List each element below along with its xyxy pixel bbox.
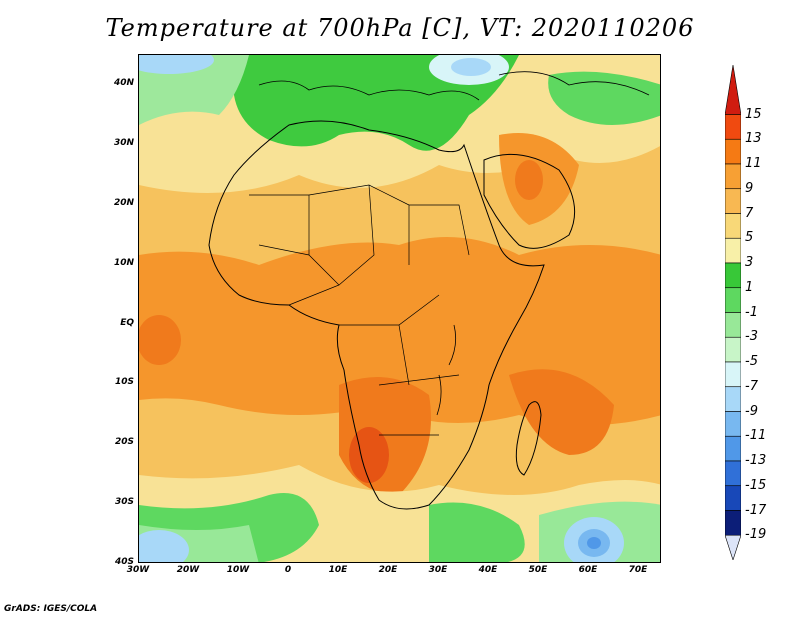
lat-tick-label: 30S [114, 497, 134, 508]
colorbar-label: -11 [745, 428, 767, 444]
lon-tick-label: 50E [528, 565, 548, 575]
footer-credit: GrADS: IGES/COLA [4, 604, 98, 614]
lon-tick-label: 70E [628, 565, 648, 575]
colorbar-swatch [724, 361, 742, 388]
lon-tick-label: 30W [126, 565, 150, 575]
africa-coastline [208, 120, 545, 510]
lon-tick-label: 40E [478, 565, 498, 575]
field-cold-southern-ocean-center [587, 537, 601, 549]
lat-tick-label: 40S [114, 557, 134, 567]
colorbar-swatch [724, 287, 742, 313]
colorbar-label: -7 [745, 378, 758, 394]
field-cold-southwest [139, 530, 189, 562]
colorbar-swatch [724, 312, 742, 338]
field-cold-black-sea-core [451, 58, 491, 76]
colorbar-swatch [724, 485, 742, 511]
colorbar-label: 15 [745, 106, 762, 122]
colorbar-swatch [724, 138, 742, 165]
field-cold-northwest [139, 55, 214, 74]
europe-coastline [258, 71, 650, 101]
lon-tick-label: 10E [328, 565, 348, 575]
colorbar-swatch [724, 435, 742, 462]
colorbar-swatch [724, 114, 742, 140]
colorbar-label: -3 [745, 329, 758, 345]
field-atlantic-warm [139, 315, 181, 365]
arabia-coastline [483, 153, 576, 249]
colorbar-label: 5 [745, 230, 754, 246]
colorbar-label: 11 [745, 156, 762, 171]
map-title: Temperature at 700hPa [C], VT: 202011020… [105, 14, 695, 42]
lon-tick-label: 0 [284, 565, 292, 575]
colorbar-label: 13 [745, 131, 762, 147]
field-green-east [548, 71, 660, 125]
lon-tick-label: 20W [176, 565, 200, 575]
lat-tick-label: 10N [113, 257, 134, 268]
colorbar-swatch [724, 163, 742, 190]
colorbar-label: -1 [745, 304, 758, 320]
field-arabia-hot [515, 160, 543, 200]
colorbar-swatch [724, 460, 742, 487]
colorbar-label: -19 [745, 527, 767, 543]
colorbar-label: -5 [745, 354, 758, 369]
lat-tick-label: EQ [120, 317, 134, 328]
colorbar-swatch [724, 411, 742, 437]
field-indian-ocean-warm [509, 369, 614, 455]
colorbar-swatch [724, 213, 742, 239]
field-green-south-east [429, 502, 525, 562]
lat-tick-label: 10S [114, 377, 134, 388]
colorbar-label: 9 [745, 180, 754, 196]
lat-tick-label: 20S [114, 437, 134, 448]
colorbar-swatch [724, 534, 742, 561]
colorbar-swatch [724, 386, 742, 412]
lon-tick-label: 30E [428, 565, 448, 575]
lon-tick-label: 60E [578, 565, 598, 575]
lat-tick-label: 30N [113, 137, 134, 148]
colorbar-label: -17 [745, 502, 767, 518]
madagascar-coastline [515, 401, 542, 476]
colorbar-label: 1 [745, 279, 754, 295]
colorbar-label: 3 [745, 255, 754, 270]
temperature-map [138, 54, 661, 563]
colorbar-swatch [724, 64, 742, 115]
colorbar-label: -15 [745, 477, 767, 493]
lon-tick-label: 20E [378, 565, 398, 575]
lon-tick-label: 10W [226, 565, 250, 575]
colorbar-swatches [724, 64, 742, 561]
field-southern-africa-hot [349, 427, 389, 483]
lat-tick-label: 20N [113, 197, 134, 208]
colorbar-swatch [724, 188, 742, 214]
colorbar-swatch [724, 262, 742, 289]
colorbar-swatch [724, 336, 742, 363]
colorbar-label: 7 [745, 205, 754, 221]
temperature-field [139, 55, 660, 562]
colorbar-label: -9 [745, 403, 758, 419]
colorbar-swatch [724, 237, 742, 264]
colorbar-swatch [724, 510, 742, 536]
lat-tick-label: 40N [113, 78, 134, 88]
colorbar-label: -13 [745, 453, 767, 468]
colorbar [724, 64, 742, 564]
great-lakes [436, 324, 457, 416]
country-borders [249, 184, 470, 436]
